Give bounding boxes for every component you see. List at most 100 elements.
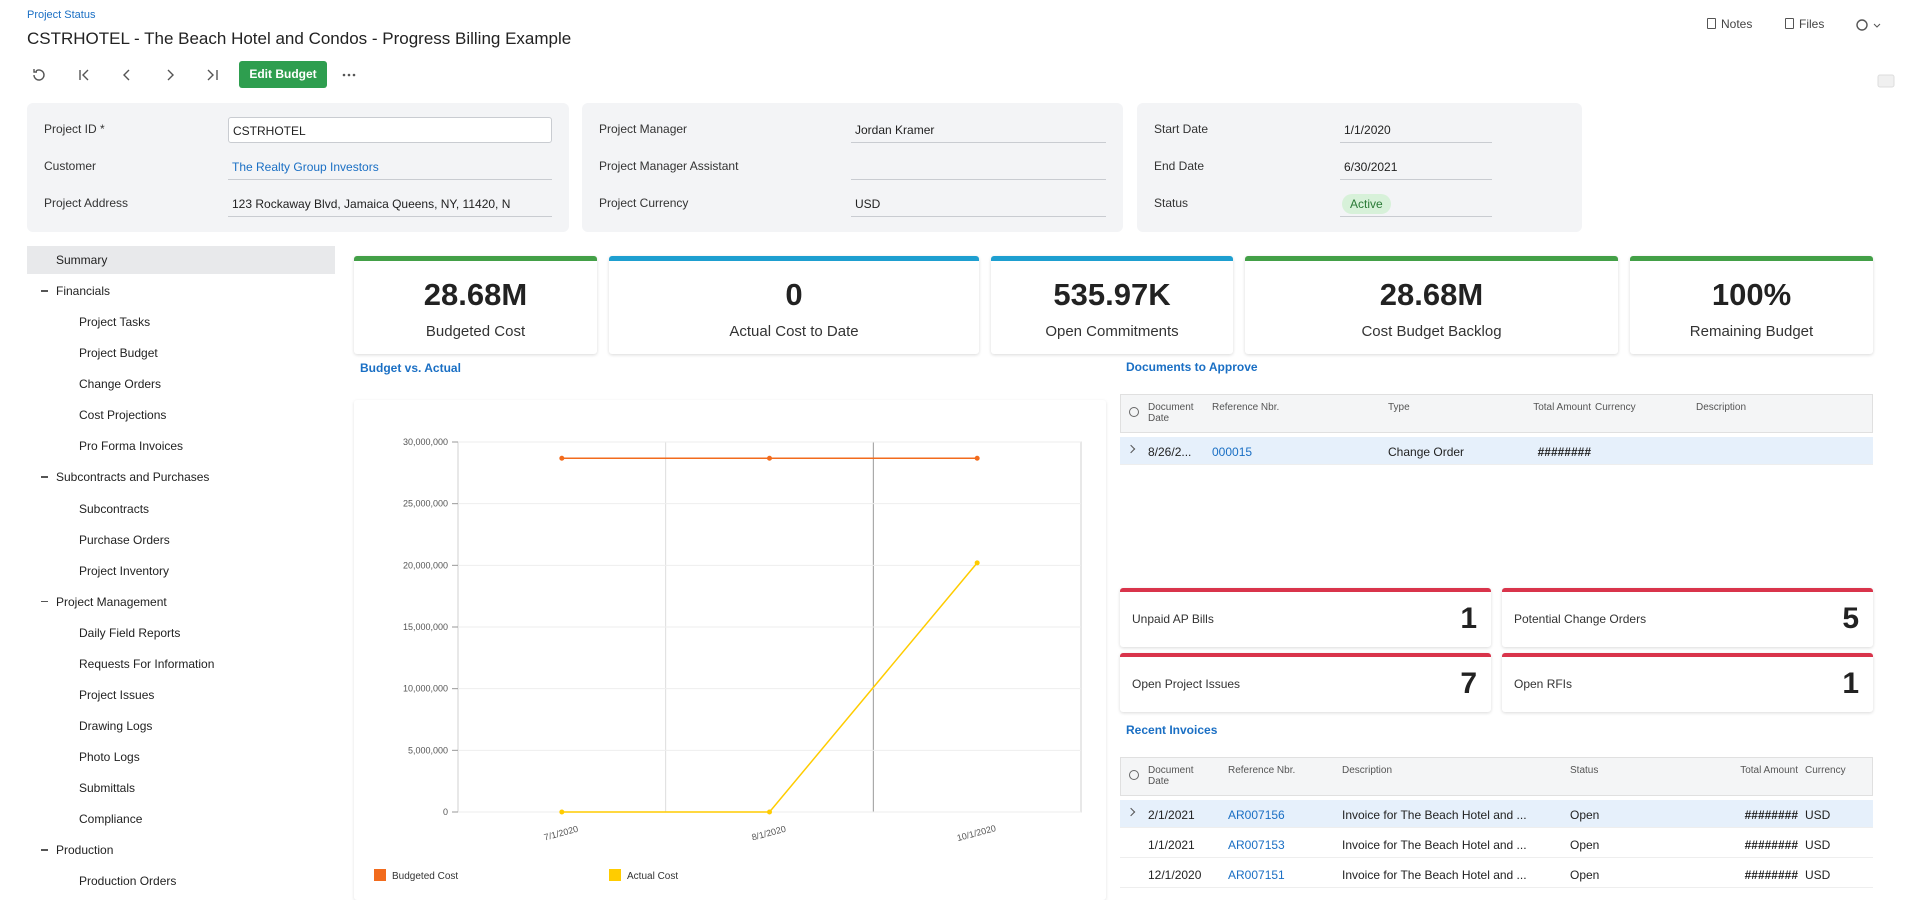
- nav-link[interactable]: Purchase Orders: [79, 532, 170, 547]
- column-header[interactable]: Document Date: [1148, 402, 1194, 424]
- column-header[interactable]: Description: [1696, 402, 1747, 413]
- kpi-label: Actual Cost to Date: [729, 323, 859, 340]
- counter-card[interactable]: Open Project Issues 7: [1120, 653, 1491, 712]
- first-icon[interactable]: [79, 69, 89, 81]
- counter-card[interactable]: Potential Change Orders 5: [1502, 588, 1873, 647]
- counter-card[interactable]: Unpaid AP Bills 1: [1120, 588, 1491, 647]
- field-value[interactable]: USD: [851, 191, 1106, 217]
- nav-link[interactable]: Subcontracts: [79, 501, 150, 516]
- nav-item[interactable]: Project Management: [27, 588, 335, 616]
- point: [559, 455, 565, 461]
- status-badge: Active: [1342, 194, 1391, 214]
- field-value[interactable]: The Realty Group Investors: [228, 154, 552, 180]
- field-text: Jordan Kramer: [855, 123, 935, 137]
- table-cell: Open: [1570, 808, 1600, 822]
- y-tick-label: 30,000,000: [403, 437, 448, 447]
- column-header[interactable]: Type: [1388, 402, 1410, 413]
- field-value[interactable]: [851, 154, 1106, 180]
- undo-icon[interactable]: [33, 69, 45, 81]
- nav-item[interactable]: Financials: [27, 277, 335, 305]
- counter-card[interactable]: Open RFIs 1: [1502, 653, 1873, 712]
- field-value[interactable]: 1/1/2020: [1340, 117, 1492, 143]
- table-row[interactable]: [1120, 800, 1873, 828]
- x-tick-label: 8/1/2020: [751, 824, 787, 843]
- nav-link[interactable]: Project Budget: [79, 346, 158, 361]
- field-text: USD: [855, 197, 881, 211]
- counter-value: 7: [1460, 667, 1477, 700]
- column-settings-icon[interactable]: [1129, 770, 1139, 780]
- table-cell: ########: [1537, 445, 1591, 459]
- x-tick-label: 10/1/2020: [956, 823, 997, 843]
- nav-link[interactable]: Submittals: [79, 781, 136, 796]
- header-action[interactable]: Files: [1785, 17, 1824, 31]
- nav-item[interactable]: Production: [27, 836, 335, 864]
- table-cell: Invoice for The Beach Hotel and ...: [1342, 868, 1527, 882]
- table-cell: 12/1/2020: [1148, 868, 1202, 882]
- nav-link[interactable]: Project Issues: [79, 687, 155, 702]
- field-label: Project Currency: [599, 196, 689, 210]
- column-header[interactable]: Currency: [1595, 402, 1636, 413]
- field-text: CSTRHOTEL: [233, 124, 306, 138]
- column-header[interactable]: Reference Nbr.: [1212, 402, 1280, 413]
- table-cell: USD: [1805, 868, 1831, 882]
- field-text[interactable]: The Realty Group Investors: [232, 160, 379, 174]
- table-cell[interactable]: AR007156: [1228, 808, 1285, 822]
- column-header[interactable]: Description: [1342, 765, 1393, 776]
- column-header[interactable]: Total Amount: [1533, 402, 1591, 413]
- nav-link[interactable]: Daily Field Reports: [79, 625, 181, 640]
- y-tick-label: 20,000,000: [403, 560, 448, 570]
- field-text: 6/30/2021: [1344, 160, 1398, 174]
- table-cell: USD: [1805, 838, 1831, 852]
- prev-icon[interactable]: [123, 69, 130, 81]
- table-cell: Open: [1570, 868, 1600, 882]
- table-cell[interactable]: AR007153: [1228, 838, 1285, 852]
- point: [974, 455, 980, 461]
- action-icon: [1785, 18, 1794, 29]
- field-value[interactable]: 123 Rockaway Blvd, Jamaica Queens, NY, 1…: [228, 191, 552, 217]
- column-header[interactable]: Currency: [1805, 765, 1846, 776]
- kpi-card: 535.97K Open Commitments: [991, 256, 1233, 354]
- nav-link[interactable]: Compliance: [79, 812, 143, 827]
- last-icon[interactable]: [207, 69, 218, 81]
- breadcrumb[interactable]: Project Status: [27, 9, 96, 21]
- column-header[interactable]: Status: [1570, 765, 1599, 776]
- nav-link[interactable]: Project Tasks: [79, 315, 151, 330]
- nav-link[interactable]: Production Orders: [79, 874, 177, 889]
- collapse-button[interactable]: [1877, 74, 1895, 88]
- edit-budget-button[interactable]: Edit Budget: [239, 61, 327, 88]
- nav-link[interactable]: Requests For Information: [79, 656, 215, 671]
- table-cell: Open: [1570, 838, 1600, 852]
- nav-link[interactable]: Pro Forma Invoices: [79, 439, 184, 454]
- header-action[interactable]: Notes: [1707, 17, 1752, 31]
- legend-swatch: [609, 869, 621, 881]
- column-settings-icon[interactable]: [1129, 407, 1139, 417]
- field-value[interactable]: CSTRHOTEL: [228, 117, 552, 143]
- table-cell[interactable]: 000015: [1212, 445, 1253, 459]
- nav-link[interactable]: Cost Projections: [79, 408, 167, 423]
- more-icon[interactable]: [340, 70, 360, 80]
- next-icon[interactable]: [167, 69, 174, 81]
- kpi-label: Remaining Budget: [1689, 323, 1814, 340]
- chart-panel: [354, 400, 1106, 900]
- nav-link[interactable]: Project Inventory: [79, 563, 170, 578]
- column-header[interactable]: Reference Nbr.: [1228, 765, 1296, 776]
- column-header[interactable]: Total Amount: [1740, 765, 1798, 776]
- table-row[interactable]: [1120, 437, 1873, 465]
- table-row[interactable]: [1120, 860, 1873, 888]
- column-header[interactable]: Document Date: [1148, 765, 1194, 787]
- table-row[interactable]: [1120, 830, 1873, 858]
- chart-title: Budget vs. Actual: [360, 361, 461, 375]
- table-cell[interactable]: AR007151: [1228, 868, 1285, 882]
- nav-link[interactable]: Drawing Logs: [79, 719, 153, 734]
- nav-link[interactable]: Photo Logs: [79, 750, 140, 765]
- field-value[interactable]: 6/30/2021: [1340, 154, 1492, 180]
- field-value[interactable]: Jordan Kramer: [851, 117, 1106, 143]
- table-cell: 8/26/2...: [1148, 445, 1192, 459]
- field-value[interactable]: Active: [1340, 191, 1492, 217]
- settings-icon[interactable]: [1856, 19, 1868, 31]
- nav-link[interactable]: Change Orders: [79, 377, 162, 392]
- table-header: [1120, 757, 1873, 796]
- field-label: Project Address: [44, 196, 129, 210]
- nav-item[interactable]: Subcontracts and Purchases: [27, 463, 335, 491]
- nav-item[interactable]: Summary: [27, 246, 335, 274]
